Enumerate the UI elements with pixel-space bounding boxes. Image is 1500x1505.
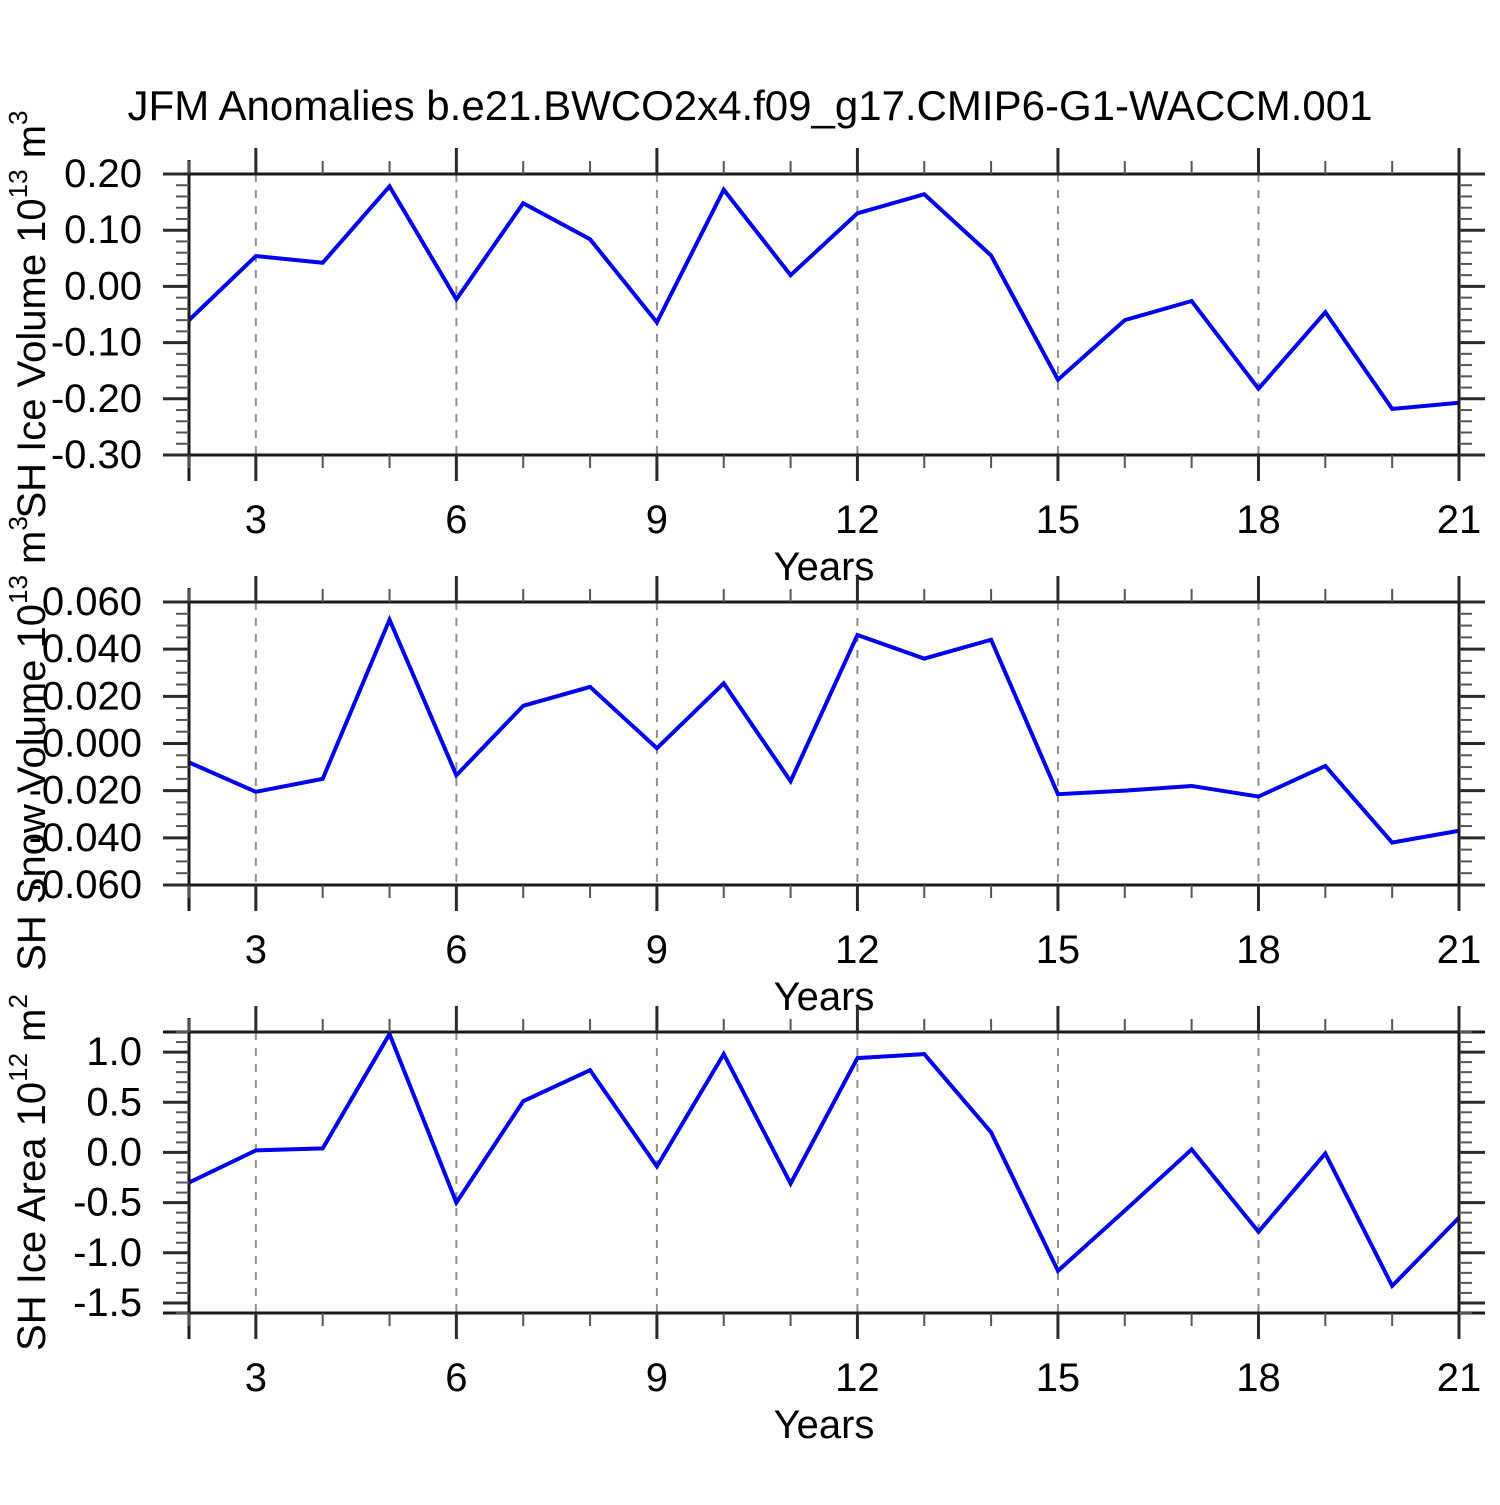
y-tick-label: -0.040	[29, 816, 142, 860]
x-ticks	[188, 576, 1461, 911]
y-tick-label: -0.5	[73, 1181, 142, 1225]
y-ticks	[163, 172, 1485, 457]
x-tick-label: 6	[445, 498, 467, 542]
x-tick-label: 18	[1236, 928, 1281, 972]
y-tick-label: 0.0	[86, 1130, 142, 1174]
y-ticks	[163, 1031, 1485, 1314]
x-tick-label: 15	[1036, 1356, 1081, 1400]
y-tick-label: -0.20	[51, 377, 142, 421]
x-tick-label: 3	[245, 1356, 267, 1400]
plot-frame	[163, 588, 1485, 911]
y-tick-label: 0.060	[42, 580, 142, 624]
x-tick-label: 6	[445, 1356, 467, 1400]
x-tick-label: 3	[245, 498, 267, 542]
x-tick-label: 15	[1036, 928, 1081, 972]
plot-frame	[163, 160, 1485, 481]
x-tick-label: 6	[445, 928, 467, 972]
chart-title: JFM Anomalies b.e21.BWCO2x4.f09_g17.CMIP…	[127, 82, 1373, 129]
subplot-sh-ice-volume: 0.20 0.10 0.00 -0.10 -0.20 -0.30 3 6 9 12 15 18 21 Ye…	[3, 110, 1485, 589]
y-tick-label: -0.10	[51, 321, 142, 365]
y-tick-labels: 1.0 0.5 0.0 -0.5 -1.0 -1.5	[73, 1030, 142, 1325]
x-tick-labels: 3 6 9 12 15 18 21	[245, 1356, 1482, 1400]
x-tick-label: 12	[835, 498, 880, 542]
x-tick-label: 21	[1437, 498, 1482, 542]
y-ticks	[163, 600, 1485, 887]
y-tick-label: 0.020	[42, 674, 142, 718]
plot-frame	[163, 1018, 1485, 1339]
x-tick-label: 21	[1437, 928, 1482, 972]
y-tick-label: 0.00	[64, 264, 142, 308]
y-tick-label: -0.020	[29, 769, 142, 813]
y-tick-label: 0.5	[86, 1080, 142, 1124]
x-tick-labels: 3 6 9 12 15 18 21	[245, 498, 1482, 542]
y-axis-title: SH Snow Volume 1013 m3	[3, 516, 54, 971]
series-line-sh-ice-area	[188, 1029, 1461, 1290]
x-tick-label: 15	[1036, 498, 1081, 542]
x-tick-label: 3	[245, 928, 267, 972]
subplot-sh-ice-area: 1.0 0.5 0.0 -0.5 -1.0 -1.5 3 6 9 12 15 18 21 Years SH …	[3, 994, 1485, 1447]
x-axis-title: Years	[774, 1403, 875, 1447]
y-axis-title: SH Ice Area 1012 m2	[3, 994, 54, 1351]
y-tick-label: 0.20	[64, 152, 142, 196]
x-tick-label: 21	[1437, 1356, 1482, 1400]
y-tick-label: -1.0	[73, 1231, 142, 1275]
x-tick-label: 9	[646, 1356, 668, 1400]
x-ticks	[188, 148, 1461, 481]
x-ticks	[188, 1006, 1461, 1339]
x-tick-label: 18	[1236, 1356, 1281, 1400]
y-tick-label: 0.040	[42, 627, 142, 671]
series-line-sh-ice-volume	[187, 182, 1460, 412]
x-tick-label: 9	[646, 498, 668, 542]
y-tick-label: 0.10	[64, 208, 142, 252]
y-tick-label: -0.060	[29, 863, 142, 907]
y-axis-title: SH Ice Volume 1013 m3	[3, 110, 54, 518]
y-tick-label: 0.000	[42, 722, 142, 766]
x-tick-label: 12	[835, 1356, 880, 1400]
y-tick-label: 1.0	[86, 1030, 142, 1074]
y-tick-labels: 0.20 0.10 0.00 -0.10 -0.20 -0.30	[51, 152, 142, 477]
x-tick-labels: 3 6 9 12 15 18 21	[245, 928, 1482, 972]
y-tick-label: -0.30	[51, 433, 142, 477]
x-tick-label: 12	[835, 928, 880, 972]
x-axis-title: Years	[774, 545, 875, 589]
x-tick-label: 18	[1236, 498, 1281, 542]
x-axis-title: Years	[774, 975, 875, 1019]
series-line-sh-snow-volume	[188, 614, 1460, 845]
y-tick-label: -1.5	[73, 1281, 142, 1325]
gridlines	[254, 602, 1260, 885]
x-tick-label: 9	[646, 928, 668, 972]
